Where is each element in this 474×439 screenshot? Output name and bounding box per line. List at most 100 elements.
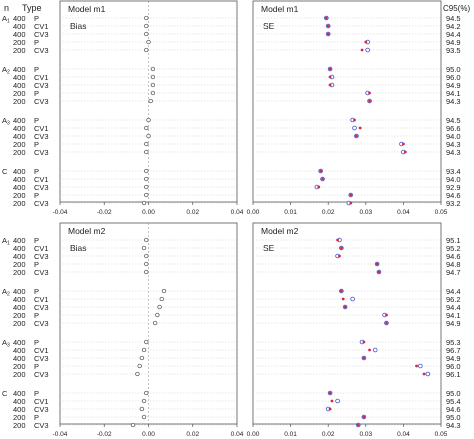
model-se-point: [403, 150, 407, 154]
model-se-point: [324, 16, 328, 20]
row-n-label: 200: [13, 362, 26, 371]
se-axis-tick-label: 0.02: [322, 431, 335, 438]
row-type-label: CV3: [34, 132, 49, 141]
coverage-value: 96.1: [446, 370, 461, 379]
model-se-point: [341, 297, 345, 301]
se-axis-tick-label: 0.00: [247, 431, 260, 438]
bias-point: [144, 47, 149, 53]
se-axis-tick-label: 0.01: [284, 209, 297, 216]
coverage-value: 94.1: [446, 311, 461, 320]
coverage-value: 96.6: [446, 124, 461, 133]
row-type-label: P: [34, 65, 39, 74]
coverage-value: 94.7: [446, 268, 461, 277]
row-type-label: CV3: [34, 97, 49, 106]
coverage-value: 94.4: [446, 287, 461, 296]
coverage-value: 93.5: [446, 46, 461, 55]
model-se-point: [385, 321, 388, 325]
bias-point: [150, 82, 156, 88]
row-n-label: 400: [13, 167, 26, 176]
se-panel-model-label: Model m2: [261, 226, 299, 236]
bias-axis-tick-label: 0.02: [186, 209, 199, 216]
model-se-point: [349, 193, 353, 197]
bias-axis-tick-label: -0.04: [53, 209, 68, 216]
model-se-point: [328, 83, 332, 87]
coverage-value: 95.0: [446, 65, 461, 74]
row-type-label: CV1: [34, 175, 49, 184]
bias-point: [148, 98, 153, 104]
model-se-point: [353, 118, 356, 122]
row-type-label: CV3: [34, 268, 49, 277]
coverage-value: 94.9: [446, 81, 461, 90]
row-n-label: 200: [13, 199, 26, 208]
row-type-label: CV3: [34, 405, 49, 414]
row-n-label: 400: [13, 287, 26, 296]
row-n-label: 400: [13, 236, 26, 245]
bias-axis-tick-label: -0.04: [53, 431, 68, 438]
row-type-label: CV3: [34, 354, 49, 363]
se-axis-tick-label: 0.05: [435, 431, 448, 438]
coverage-value: 94.8: [446, 260, 461, 269]
coverage-value: 93.4: [446, 167, 461, 176]
row-type-label: CV1: [34, 397, 49, 406]
se-axis-tick-label: 0.00: [247, 209, 260, 216]
bias-point: [144, 15, 149, 21]
bias-point: [144, 125, 149, 131]
row-type-label: CV1: [34, 346, 49, 355]
bias-point: [155, 312, 160, 318]
empirical-se-point: [335, 398, 340, 404]
row-n-label: 200: [13, 148, 26, 157]
row-n-label: 200: [13, 260, 26, 269]
row-n-label: 200: [13, 97, 26, 106]
row-type-label: CV1: [34, 295, 49, 304]
se-axis-tick-label: 0.02: [322, 209, 335, 216]
row-type-label: P: [34, 38, 39, 47]
model-se-point: [368, 348, 371, 352]
coverage-value: 94.0: [446, 175, 461, 184]
coverage-value: 94.4: [446, 30, 461, 39]
bias-point: [144, 168, 149, 174]
bias-axis-tick-label: -0.02: [97, 431, 112, 438]
model-se-point: [349, 201, 353, 205]
model-se-point: [362, 340, 366, 344]
coverage-value: 94.6: [446, 191, 461, 200]
bias-point: [144, 176, 149, 182]
row-n-label: 200: [13, 38, 26, 47]
empirical-se-point: [365, 47, 370, 53]
row-type-label: P: [34, 338, 39, 347]
bias-point: [146, 117, 151, 123]
group-label: A1: [2, 14, 10, 25]
bias-panel-model-label: Model m1: [68, 4, 106, 14]
row-type-label: CV3: [34, 183, 49, 192]
model-se-point: [385, 313, 388, 317]
bias-axis-tick-label: 0.04: [231, 431, 244, 438]
coverage-value: 94.5: [446, 14, 461, 23]
row-n-label: 200: [13, 421, 26, 430]
se-axis-tick-label: 0.03: [359, 209, 372, 216]
model-se-point: [360, 48, 364, 52]
group-label: A1: [2, 236, 10, 247]
coverage-value: 94.9: [446, 38, 461, 47]
model-se-point: [328, 391, 332, 395]
row-n-label: 200: [13, 191, 26, 200]
coverage-value: 94.9: [446, 354, 461, 363]
model-se-point: [339, 289, 343, 293]
model-se-point: [355, 134, 358, 138]
coverage-header: C95(%): [443, 4, 470, 13]
coverage-value: 94.3: [446, 140, 461, 149]
se-axis-tick-label: 0.04: [397, 431, 410, 438]
row-n-label: 400: [13, 14, 26, 23]
bias-point: [144, 184, 149, 190]
model-se-point: [368, 99, 371, 103]
row-type-label: CV1: [34, 73, 49, 82]
row-n-label: 400: [13, 405, 26, 414]
row-n-label: 400: [13, 175, 26, 184]
row-type-label: CV1: [34, 124, 49, 133]
bias-point: [157, 304, 162, 310]
model-se-point: [422, 372, 426, 376]
row-n-label: 200: [13, 268, 26, 277]
row-type-label: CV3: [34, 319, 49, 328]
bias-point: [146, 39, 151, 45]
row-type-label: P: [34, 260, 39, 269]
row-n-label: 200: [13, 319, 26, 328]
